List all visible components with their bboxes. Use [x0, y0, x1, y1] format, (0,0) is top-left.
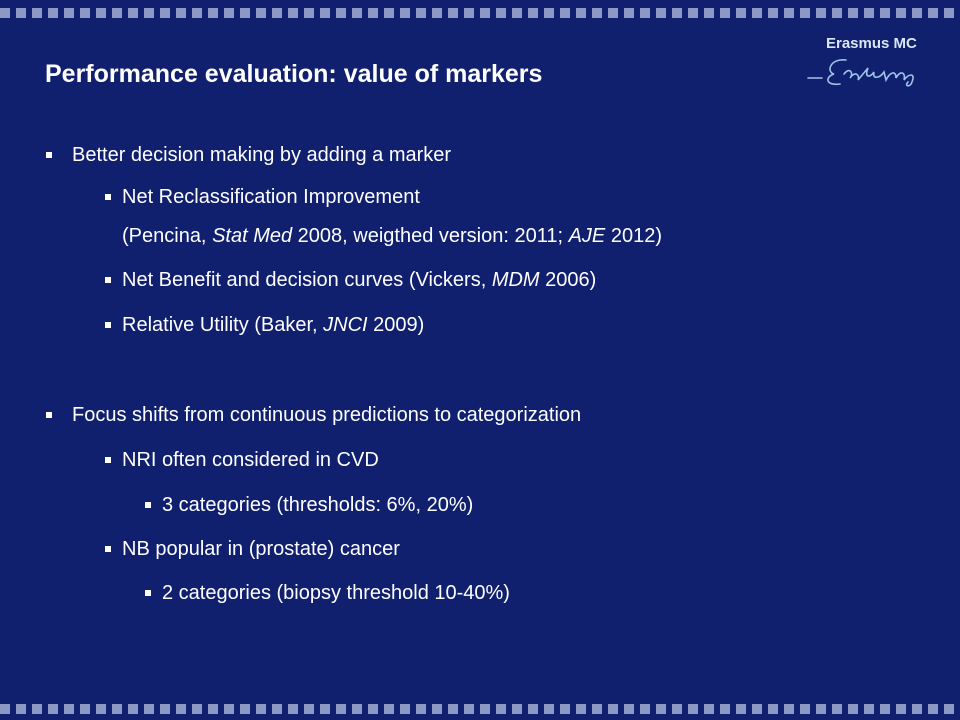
text: 2012) [605, 225, 662, 247]
journal: AJE [568, 225, 606, 247]
bullet [105, 322, 111, 328]
bullet [105, 277, 111, 283]
top-border [0, 8, 960, 18]
bottom-border [0, 704, 960, 714]
journal: JNCI [323, 314, 368, 336]
bullet-text: NRI often considered in CVD [122, 448, 379, 472]
bullet [105, 546, 111, 552]
journal: Stat Med [212, 225, 293, 247]
slide-title: Performance evaluation: value of markers [45, 60, 543, 88]
bullet [145, 590, 151, 596]
text: 3 categories (thresholds: 6%, 20%) [162, 494, 474, 516]
text: NRI often considered in CVD [122, 449, 379, 471]
bullet-text: Focus shifts from continuous predictions… [72, 403, 581, 427]
bullet-text: Relative Utility (Baker, JNCI 2009) [122, 313, 424, 337]
bullet [105, 457, 111, 463]
bullet [46, 152, 52, 158]
bullet-text: 3 categories (thresholds: 6%, 20%) [162, 493, 473, 517]
text: 2008, weigthed version: 2011; [292, 225, 569, 247]
bullet-text: Net Reclassification Improvement [122, 185, 420, 209]
text: Focus shifts from continuous predictions… [72, 404, 582, 426]
text: Better decision making by adding a marke… [72, 144, 452, 166]
journal: MDM [491, 269, 540, 291]
bullet-text: (Pencina, Stat Med 2008, weigthed versio… [122, 224, 662, 248]
bullet-text: Better decision making by adding a marke… [72, 143, 451, 167]
text: Net Reclassification Improvement [122, 186, 420, 208]
text: NB popular in (prostate) cancer [122, 538, 400, 560]
bullet-text: Net Benefit and decision curves (Vickers… [122, 268, 596, 292]
text: (Pencina, [122, 225, 213, 247]
bullet [145, 502, 151, 508]
text: 2 categories (biopsy threshold 10-40%) [162, 582, 510, 604]
text: 2009) [367, 314, 425, 336]
bullet [105, 194, 111, 200]
logo-signature [807, 59, 914, 87]
text: 2006) [539, 269, 597, 291]
bullet-text: 2 categories (biopsy threshold 10-40%) [162, 581, 510, 605]
bullet [46, 412, 52, 418]
text: Net Benefit and decision curves (Vickers… [122, 269, 492, 291]
bullet-text: NB popular in (prostate) cancer [122, 537, 400, 561]
text: Relative Utility (Baker, [122, 314, 324, 336]
logo-text: Erasmus MC [826, 35, 917, 52]
